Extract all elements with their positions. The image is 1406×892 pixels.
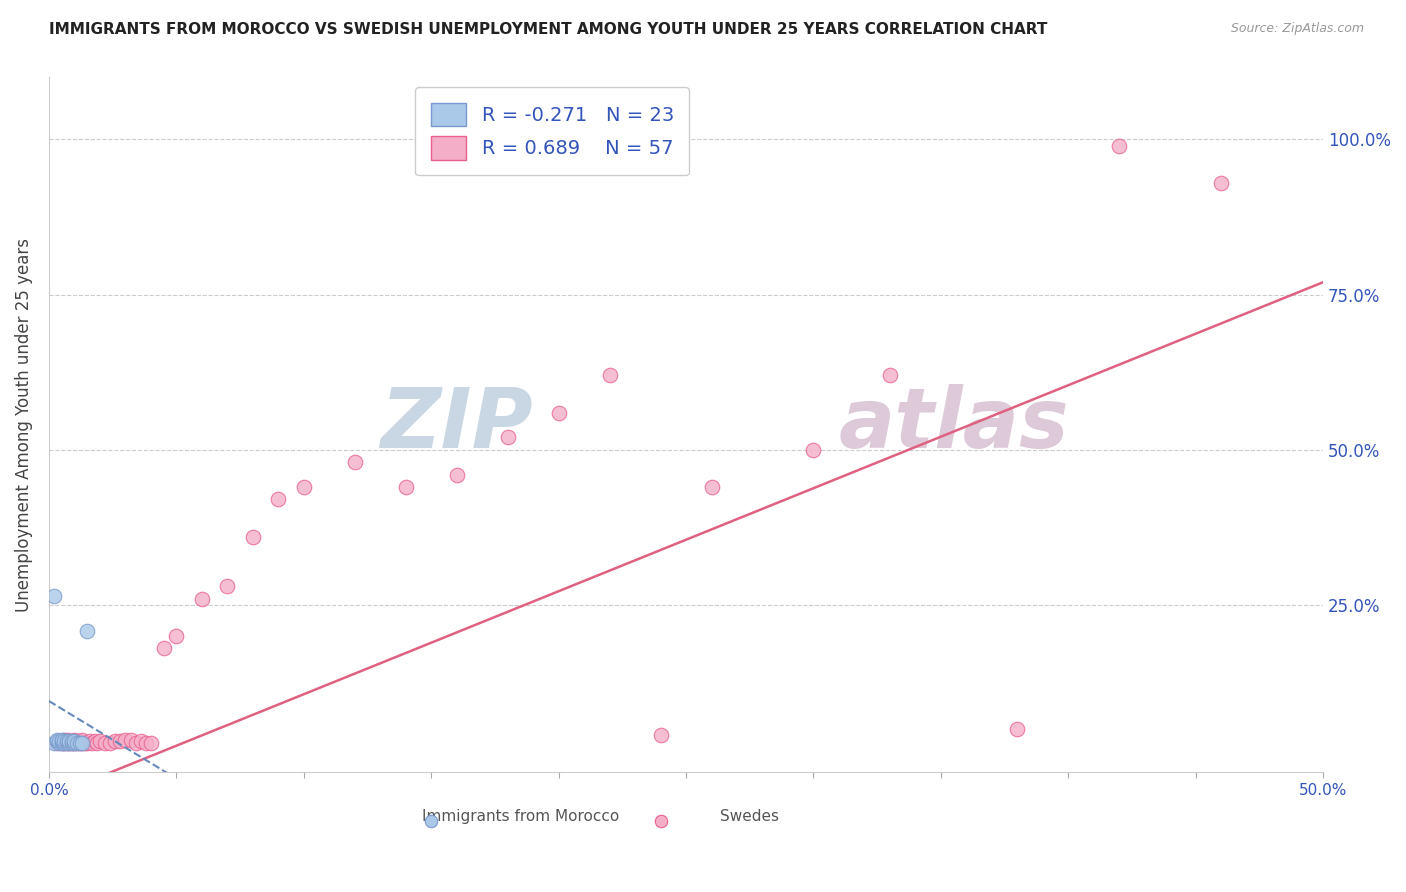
Point (53, 736, 76, 750)
Point (104, 734, 127, 748)
Point (45, 733, 67, 747)
Point (63, 736, 86, 750)
Point (51, 736, 73, 750)
Point (1007, 722, 1029, 736)
Point (267, 492, 290, 507)
Point (51, 736, 73, 750)
Point (60, 736, 83, 750)
Point (76, 736, 98, 750)
Point (70, 733, 93, 747)
Point (45, 736, 67, 750)
Point (60, 734, 83, 748)
Text: ZIP: ZIP (381, 384, 533, 466)
Point (803, 442, 825, 457)
Point (51, 734, 73, 748)
Point (56, 733, 79, 747)
Point (120, 733, 142, 747)
Point (650, 728, 672, 742)
Point (135, 736, 157, 750)
Point (63, 733, 86, 747)
Point (1211, 176, 1233, 190)
Point (98, 736, 121, 750)
Point (94, 736, 117, 750)
Text: IMMIGRANTS FROM MOROCCO VS SWEDISH UNEMPLOYMENT AMONG YOUTH UNDER 25 YEARS CORRE: IMMIGRANTS FROM MOROCCO VS SWEDISH UNEMP… (49, 22, 1047, 37)
Point (42, 736, 65, 750)
Point (446, 467, 468, 482)
Point (58, 736, 80, 750)
Y-axis label: Unemployment Among Youth under 25 years: Unemployment Among Youth under 25 years (15, 238, 32, 612)
Point (70, 736, 93, 750)
Point (76, 624, 98, 638)
Point (45, 734, 67, 748)
Point (803, 797, 825, 811)
Point (56, 736, 79, 750)
Legend: R = -0.271   N = 23, R = 0.689    N = 57: R = -0.271 N = 23, R = 0.689 N = 57 (415, 87, 689, 176)
Point (292, 480, 315, 494)
Point (53, 733, 76, 747)
Point (165, 629, 187, 643)
Point (86, 736, 108, 750)
Point (58, 734, 80, 748)
Point (114, 733, 136, 747)
Point (60, 734, 83, 748)
Point (66, 736, 89, 750)
Point (69, 734, 91, 748)
Point (879, 368, 901, 383)
Point (66, 736, 89, 750)
Point (56, 736, 79, 750)
Point (73, 736, 96, 750)
Point (69, 736, 91, 750)
Point (66, 734, 89, 748)
Point (599, 368, 621, 383)
Point (79, 734, 101, 748)
Point (83, 734, 105, 748)
Text: Swedes: Swedes (720, 809, 779, 824)
Point (124, 736, 146, 750)
Point (242, 530, 264, 544)
Point (58, 734, 80, 748)
Point (53, 734, 76, 748)
Point (129, 734, 152, 748)
Point (63, 736, 86, 750)
Point (82, 736, 104, 750)
Point (191, 591, 214, 606)
Point (48, 736, 70, 750)
Point (152, 641, 174, 656)
Point (48, 734, 70, 748)
Point (69, 736, 91, 750)
Point (395, 480, 418, 494)
Text: Source: ZipAtlas.com: Source: ZipAtlas.com (1230, 22, 1364, 36)
Point (1261, 797, 1284, 811)
Point (60, 736, 83, 750)
Point (53, 736, 76, 750)
Point (58, 736, 80, 750)
Point (110, 734, 132, 748)
Point (496, 430, 519, 444)
Point (139, 736, 162, 750)
Point (343, 455, 366, 469)
Point (700, 480, 723, 494)
Point (89, 734, 111, 748)
Point (56, 734, 79, 748)
Text: atlas: atlas (839, 384, 1070, 466)
Point (51, 734, 73, 748)
Point (63, 734, 86, 748)
Point (42, 589, 65, 603)
Text: Immigrants from Morocco: Immigrants from Morocco (422, 809, 619, 824)
Point (70, 736, 93, 750)
Point (217, 579, 239, 593)
Point (547, 405, 569, 419)
Point (51, 733, 73, 747)
Point (1108, 138, 1130, 153)
Point (48, 734, 70, 748)
